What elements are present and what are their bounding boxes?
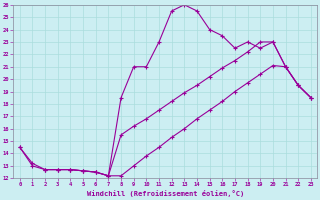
X-axis label: Windchill (Refroidissement éolien,°C): Windchill (Refroidissement éolien,°C) xyxy=(87,190,244,197)
